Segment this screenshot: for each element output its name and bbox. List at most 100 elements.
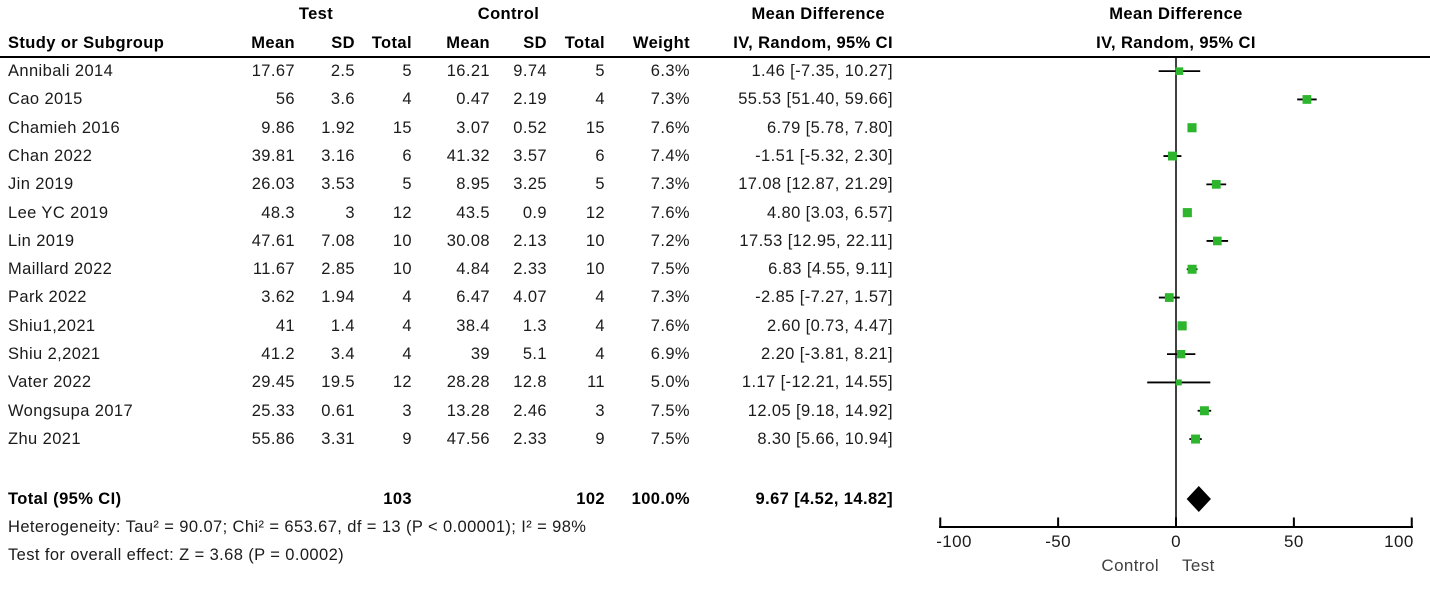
study-control-sd: 2.46 xyxy=(513,401,547,420)
study-control-sd: 3.25 xyxy=(513,175,547,194)
effect-marker xyxy=(1187,264,1197,274)
study-ci-text: 2.60 [0.73, 4.47] xyxy=(766,316,893,335)
effect-marker xyxy=(1213,236,1222,246)
heterogeneity-text: Heterogeneity: Tau² = 90.07; Chi² = 653.… xyxy=(8,518,587,536)
study-control-sd: 2.19 xyxy=(513,90,547,109)
study-control-mean: 28.28 xyxy=(446,373,490,392)
study-weight: 6.3% xyxy=(650,62,690,80)
study-row: Lin 2019 47.61 7.08 10 30.08 2.13 10 7.2… xyxy=(8,227,893,255)
study-control-mean: 30.08 xyxy=(446,231,490,250)
study-name: Vater 2022 xyxy=(8,373,92,392)
col-header-weight: Weight xyxy=(632,34,690,52)
study-row: Shiu1,2021 41 1.4 4 38.4 1.3 4 7.6% 2.60… xyxy=(8,312,893,340)
study-weight: 7.4% xyxy=(650,146,690,165)
study-control-mean: 0.47 xyxy=(456,90,490,109)
plot-header-method: IV, Random, 95% CI xyxy=(1096,34,1256,52)
effect-marker xyxy=(1164,293,1174,302)
study-ci-text: 6.79 [5.78, 7.80] xyxy=(766,118,893,137)
study-control-mean: 3.07 xyxy=(456,118,490,137)
study-test-sd: 7.08 xyxy=(321,231,355,250)
study-control-total: 4 xyxy=(595,90,605,109)
study-control-sd: 0.52 xyxy=(513,118,547,137)
study-name: Chan 2022 xyxy=(8,146,93,165)
study-ci-text: 8.30 [5.66, 10.94] xyxy=(757,429,893,448)
study-test-mean: 11.67 xyxy=(252,260,295,279)
study-test-total: 9 xyxy=(402,429,412,448)
group-header-effect: Mean Difference xyxy=(751,5,885,23)
study-test-mean: 3.62 xyxy=(261,288,295,307)
study-test-mean: 56 xyxy=(275,90,295,109)
study-control-mean: 6.47 xyxy=(456,288,490,307)
study-weight: 7.3% xyxy=(650,175,690,194)
study-name: Wongsupa 2017 xyxy=(8,401,134,420)
col-header-test-sd: SD xyxy=(331,34,355,52)
study-test-sd: 3.53 xyxy=(321,175,355,194)
plot-header-effect: Mean Difference xyxy=(1109,5,1243,23)
study-control-sd: 2.33 xyxy=(513,429,547,448)
study-ci-text: 1.17 [-12.21, 14.55] xyxy=(741,373,893,392)
axis-tick-label: 50 xyxy=(1284,532,1304,551)
study-row: Jin 2019 26.03 3.53 5 8.95 3.25 5 7.3% 1… xyxy=(8,170,893,198)
study-test-total: 4 xyxy=(402,345,412,363)
axis-tick-label: 100 xyxy=(1384,532,1414,551)
total-ci-text: 9.67 [4.52, 14.82] xyxy=(755,490,893,508)
effect-marker xyxy=(1175,67,1184,75)
study-control-total: 4 xyxy=(595,316,605,335)
study-weight: 7.6% xyxy=(650,203,690,222)
study-row: Maillard 2022 11.67 2.85 10 4.84 2.33 10… xyxy=(8,255,893,283)
study-name: Chamieh 2016 xyxy=(8,118,121,137)
study-control-total: 5 xyxy=(595,62,605,80)
study-row: Cao 2015 56 3.6 4 0.47 2.19 4 7.3% 55.53… xyxy=(8,85,893,113)
study-row: Wongsupa 2017 25.33 0.61 3 13.28 2.46 3 … xyxy=(8,397,893,425)
study-test-sd: 2.85 xyxy=(321,260,355,279)
study-test-sd: 1.92 xyxy=(321,118,355,137)
axis-label-control: Control xyxy=(1101,556,1159,575)
total-test-total: 103 xyxy=(383,490,412,508)
total-label: Total (95% CI) xyxy=(8,490,122,508)
study-test-mean: 41 xyxy=(275,316,295,335)
study-test-sd: 3.31 xyxy=(321,429,355,448)
effect-marker xyxy=(1302,95,1312,104)
study-test-mean: 25.33 xyxy=(251,401,295,420)
study-test-sd: 3 xyxy=(345,203,355,222)
col-header-control-total: Total xyxy=(564,34,605,52)
col-header-test-total: Total xyxy=(371,34,412,52)
study-control-total: 11 xyxy=(587,373,605,392)
axis-tick-label: 0 xyxy=(1171,532,1181,551)
study-control-sd: 3.57 xyxy=(513,146,547,165)
effect-marker xyxy=(1177,321,1187,331)
study-name: Annibali 2014 xyxy=(8,62,114,80)
study-test-total: 4 xyxy=(402,90,412,109)
study-weight: 7.5% xyxy=(650,260,690,279)
study-control-mean: 39 xyxy=(470,345,490,363)
study-control-total: 15 xyxy=(585,118,605,137)
effect-marker xyxy=(1191,434,1201,444)
column-header-row: Study or Subgroup Mean SD Total Mean SD … xyxy=(8,29,893,57)
study-test-total: 15 xyxy=(392,118,412,137)
study-test-total: 12 xyxy=(392,203,412,222)
study-test-sd: 0.61 xyxy=(321,401,355,420)
study-control-sd: 2.13 xyxy=(513,231,547,250)
col-header-control-mean: Mean xyxy=(446,34,490,52)
study-control-mean: 47.56 xyxy=(446,429,490,448)
study-control-mean: 13.28 xyxy=(446,401,490,420)
effect-marker xyxy=(1199,406,1209,416)
study-ci-text: 12.05 [9.18, 14.92] xyxy=(747,401,893,420)
study-test-mean: 17.67 xyxy=(251,62,295,80)
study-test-sd: 2.5 xyxy=(330,62,355,80)
study-control-total: 9 xyxy=(595,429,605,448)
study-name: Lee YC 2019 xyxy=(8,203,109,222)
study-weight: 6.9% xyxy=(650,345,690,363)
study-control-total: 4 xyxy=(595,288,605,307)
study-ci-text: 17.53 [12.95, 22.11] xyxy=(739,231,893,250)
plot-header: Mean Difference IV, Random, 95% CI xyxy=(1046,0,1306,57)
study-weight: 7.5% xyxy=(650,401,690,420)
total-weight: 100.0% xyxy=(631,490,690,508)
study-name: Lin 2019 xyxy=(8,231,75,250)
study-test-sd: 3.4 xyxy=(330,345,355,363)
study-test-mean: 48.3 xyxy=(261,203,295,222)
study-control-sd: 5.1 xyxy=(522,345,547,363)
study-control-total: 10 xyxy=(585,231,605,250)
study-test-mean: 26.03 xyxy=(251,175,295,194)
